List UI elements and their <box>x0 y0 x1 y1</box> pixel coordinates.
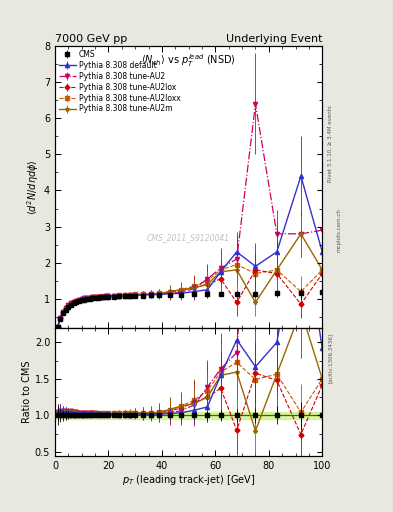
Text: CMS_2011_S9120041: CMS_2011_S9120041 <box>147 233 230 242</box>
X-axis label: $p_T$ (leading track-jet) [GeV]: $p_T$ (leading track-jet) [GeV] <box>122 473 255 487</box>
Bar <box>55 412 322 419</box>
Text: $\langle N_{ch}\rangle$ vs $p_T^{lead}$ (NSD): $\langle N_{ch}\rangle$ vs $p_T^{lead}$ … <box>141 52 236 69</box>
Text: [arXiv:1306.3436]: [arXiv:1306.3436] <box>328 333 333 383</box>
Y-axis label: Ratio to CMS: Ratio to CMS <box>22 360 32 423</box>
Text: 7000 GeV pp: 7000 GeV pp <box>55 34 127 44</box>
Text: mcplots.cern.ch: mcplots.cern.ch <box>336 208 341 252</box>
Text: Underlying Event: Underlying Event <box>226 34 322 44</box>
Legend: CMS, Pythia 8.308 default, Pythia 8.308 tune-AU2, Pythia 8.308 tune-AU2lox, Pyth: CMS, Pythia 8.308 default, Pythia 8.308 … <box>57 48 182 115</box>
Y-axis label: $\langle d^2 N/d\eta d\phi \rangle$: $\langle d^2 N/d\eta d\phi \rangle$ <box>25 159 41 215</box>
Text: Rivet 3.1.10, ≥ 3.4M events: Rivet 3.1.10, ≥ 3.4M events <box>328 105 333 182</box>
